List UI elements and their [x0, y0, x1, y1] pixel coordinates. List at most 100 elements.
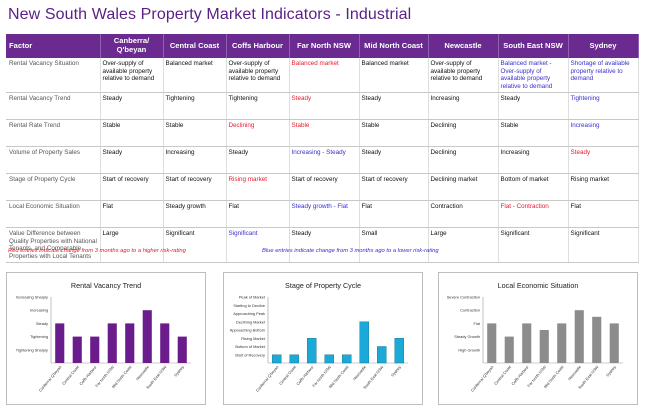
chart-title: Local Economic Situation	[497, 281, 579, 290]
y-tick-label: Approaching Bottom	[230, 328, 265, 333]
table-cell: Steady growth	[163, 200, 227, 229]
bar	[306, 338, 317, 364]
page-title: New South Wales Property Market Indicato…	[8, 6, 412, 23]
table-row: Rental Vacancy Situation Over-supply of a…	[6, 58, 639, 94]
table-cell: Stable	[100, 119, 164, 148]
chart-svg: Increasing Sharply Increasing Steady Tighte…	[16, 295, 191, 393]
column-header: Canberra/ Q'beyan	[100, 34, 164, 58]
x-tick-label: Sydney	[173, 364, 185, 377]
x-tick-label: Newcastle	[567, 364, 582, 381]
y-tick-label: Severe Contraction	[447, 295, 480, 300]
factor-cell: Rental Vacancy Situation	[6, 58, 101, 94]
chart-svg: Severe Contraction Contraction Flat Steady …	[447, 295, 623, 393]
table-cell: Steady	[359, 146, 429, 175]
table-cell: Tightening	[568, 92, 639, 121]
y-tick-label: Start of Recovery	[235, 352, 265, 357]
bar	[107, 323, 117, 363]
y-tick-label: Steady	[36, 321, 48, 326]
table-cell: Increasing	[428, 92, 499, 121]
x-tick-label: Newcastle	[135, 364, 150, 381]
table-cell: Flat	[568, 200, 639, 229]
bar	[90, 336, 100, 363]
bar	[359, 321, 369, 364]
table-cell: Steady	[359, 92, 429, 121]
bar	[539, 330, 549, 363]
factor-cell: Rental Vacancy Trend	[6, 92, 101, 121]
chart-title: Stage of Property Cycle	[285, 281, 361, 290]
table-cell: Large	[428, 227, 499, 264]
bar	[487, 323, 497, 363]
table-cell: Start of recovery	[359, 173, 429, 202]
bar	[504, 336, 514, 363]
x-tick-label: Canberra/ Q'beyan	[38, 364, 63, 392]
table-cell: Significant	[226, 227, 290, 264]
table-cell: Steady	[289, 92, 360, 121]
table-cell: Steady	[226, 146, 290, 175]
y-tick-label: Flat	[474, 321, 481, 326]
factor-cell: Value Difference between Quality Propert…	[6, 227, 101, 264]
indicators-table: Factor Canberra/ Q'beyan Central Coast C…	[6, 34, 639, 264]
bar	[341, 354, 352, 364]
table-cell: Stable	[359, 119, 429, 148]
table-cell: Bottom of market	[498, 173, 569, 202]
table-cell: Shortage of available property relative …	[568, 58, 639, 94]
table-header-row: Factor Canberra/ Q'beyan Central Coast C…	[6, 34, 639, 58]
factor-cell: Local Economic Situation	[6, 200, 101, 229]
blue-entries-note: Blue entries indicate change from 3 mont…	[262, 248, 439, 254]
table-row: Local Economic Situation Flat Steady growt…	[6, 200, 639, 229]
bar	[557, 323, 567, 363]
table-cell: Rising market	[568, 173, 639, 202]
y-tick-label: Contraction	[460, 308, 480, 313]
table-cell: Rising market	[226, 173, 290, 202]
y-tick-label: Increasing	[30, 308, 48, 313]
table-cell: Increasing - Steady	[289, 146, 360, 175]
y-tick-label: High Growth	[458, 347, 480, 352]
table-cell: Flat	[226, 200, 290, 229]
table-cell: Steady	[498, 92, 569, 121]
table-cell: Increasing	[163, 146, 227, 175]
table-cell: Significant	[498, 227, 569, 264]
x-tick-label: Sydney	[390, 364, 402, 377]
table-cell: Steady	[568, 146, 639, 175]
bar	[177, 336, 187, 363]
chart-svg: Peak of Market Starting to Decline Approac…	[230, 295, 408, 393]
table-cell: Balanced market	[163, 58, 227, 94]
table-cell: Flat	[359, 200, 429, 229]
y-tick-label: Increasing Sharply	[16, 295, 48, 300]
table-cell: Increasing	[568, 119, 639, 148]
table-cell: Declining	[428, 119, 499, 148]
table-cell: Declining	[226, 119, 290, 148]
y-tick-label: Starting to Decline	[233, 303, 265, 308]
column-header: Sydney	[568, 34, 639, 58]
y-tick-label: Approaching Peak	[233, 311, 265, 316]
table-cell: Flat	[100, 200, 164, 229]
table-cell: Balanced market	[289, 58, 360, 94]
x-tick-label: Sydney	[605, 364, 617, 377]
column-header: Coffs Harbour	[226, 34, 290, 58]
bar	[522, 323, 532, 363]
table-cell: Over-supply of available property relati…	[226, 58, 290, 94]
y-tick-label: Bottom of Market	[235, 344, 266, 349]
table-cell: Steady	[100, 146, 164, 175]
bar	[272, 354, 282, 364]
factor-cell: Stage of Property Cycle	[6, 173, 101, 202]
column-header: Central Coast	[163, 34, 227, 58]
table-cell: Steady	[289, 227, 360, 264]
bar	[609, 323, 619, 363]
table-row: Rental Vacancy Trend Steady Tightening Tigh…	[6, 92, 639, 121]
table-cell: Large	[100, 227, 164, 264]
bar	[160, 323, 170, 363]
y-tick-label: Tightening	[30, 334, 48, 339]
bar	[55, 323, 65, 363]
bar	[592, 316, 602, 363]
table-row: Rental Rate Trend Stable Stable Declining St…	[6, 119, 639, 148]
bar	[574, 310, 584, 363]
x-tick-label: Newcastle	[352, 364, 367, 381]
y-tick-label: Declining Market	[236, 319, 266, 324]
table-cell: Over-supply of available property relati…	[100, 58, 164, 94]
column-header: Far North NSW	[289, 34, 360, 58]
rental-vacancy-trend-chart: Rental Vacancy Trend Increasing Sharply I…	[6, 272, 206, 405]
table-cell: Stable	[498, 119, 569, 148]
table-row: Volume of Property Sales Steady Increasing…	[6, 146, 639, 175]
y-tick-label: Rising Market	[241, 336, 266, 341]
